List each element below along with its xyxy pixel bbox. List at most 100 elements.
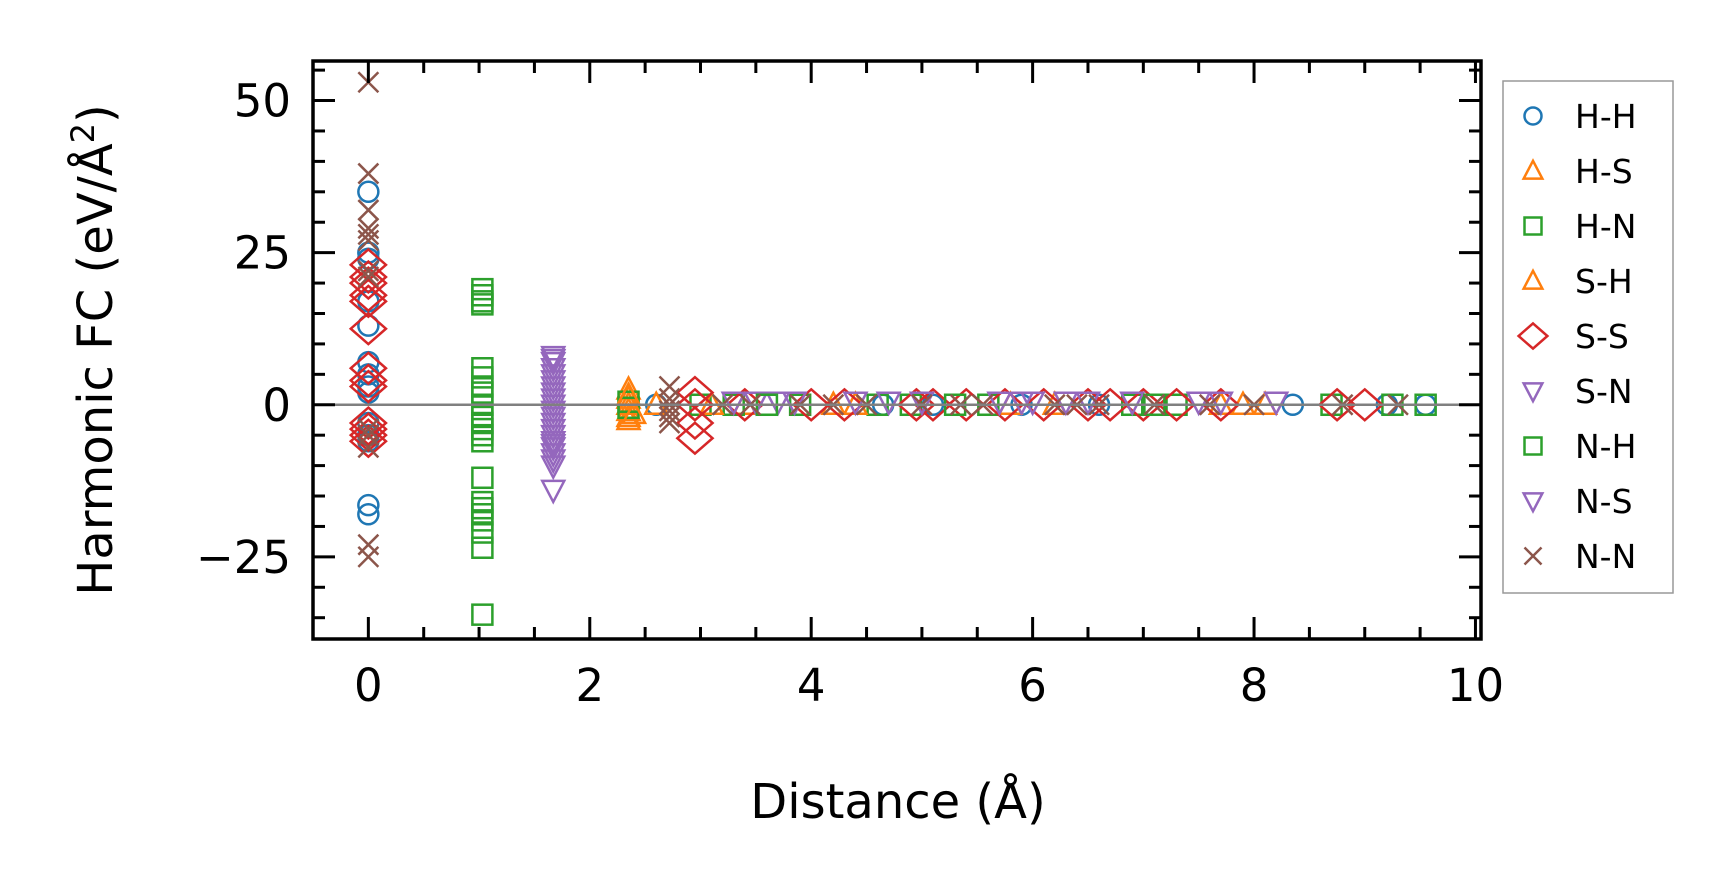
data-point [357, 533, 380, 556]
data-point [540, 431, 567, 456]
data-point [348, 418, 388, 453]
data-point [1119, 391, 1146, 417]
data-point [675, 405, 715, 441]
plot-frame [311, 59, 1483, 641]
data-point [357, 290, 380, 313]
data-point [540, 449, 567, 475]
data-point [540, 394, 567, 420]
y-axis-label-sup: 2 [64, 123, 102, 143]
x-tick-label: 8 [1240, 659, 1269, 712]
data-point [471, 509, 494, 532]
data-point [540, 424, 567, 450]
data-point [540, 358, 567, 383]
legend: H-H H-S H-N S-H S-S S-N N-H N-S N-N [1502, 80, 1674, 594]
legend-marker-icon [1523, 216, 1543, 236]
data-point [357, 162, 380, 185]
tick-labels: 0 2 4 6 8 10 −25 0 25 50 [196, 75, 1504, 712]
data-point [1024, 387, 1064, 422]
data-point [471, 490, 494, 514]
data-point [357, 266, 380, 288]
data-point [540, 412, 567, 438]
series-n-s [540, 348, 1234, 459]
data-point [348, 369, 388, 404]
data-point [540, 406, 567, 432]
series-n-n [357, 71, 1409, 568]
legend-marker-icon [1521, 268, 1545, 290]
data-point [357, 418, 380, 440]
data-point [348, 412, 388, 447]
legend-marker-icon [1521, 158, 1545, 180]
data-point [357, 503, 380, 526]
data-point [1074, 391, 1102, 417]
data-point [540, 382, 567, 408]
series-s-s [348, 247, 1385, 459]
data-point [348, 259, 388, 295]
data-point [471, 430, 494, 453]
data-point [471, 293, 494, 316]
data-point [540, 348, 567, 374]
data-point [675, 421, 715, 456]
data-point [658, 412, 681, 434]
y-tick-label: 25 [234, 227, 291, 280]
data-point [471, 411, 494, 435]
data-point [348, 311, 388, 346]
data-point [1123, 387, 1163, 422]
data-point [986, 391, 1013, 417]
data-point [471, 536, 494, 559]
data-point [348, 363, 388, 398]
series-s-n [540, 345, 1290, 505]
series-h-h [357, 180, 1437, 526]
data-point [1263, 391, 1290, 417]
data-point [471, 366, 494, 389]
legend-item-h-n: H-N [1523, 207, 1636, 246]
data-point [540, 376, 567, 402]
data-point [357, 199, 380, 221]
legend-marker-icon [1516, 321, 1550, 351]
data-point [357, 229, 380, 252]
legend-marker-icon [1521, 382, 1545, 404]
data-point [658, 375, 681, 398]
data-point [540, 345, 567, 371]
legend-marker-icon [1523, 546, 1543, 566]
data-point [540, 351, 567, 377]
data-point [471, 466, 494, 490]
data-point [348, 405, 388, 441]
legend-label: H-H [1575, 97, 1637, 136]
data-point [471, 417, 494, 441]
data-point [615, 396, 642, 422]
legend-item-s-s: S-S [1516, 317, 1629, 356]
data-point [357, 493, 380, 517]
y-axis-label-main: Harmonic FC (eV/Å [67, 143, 124, 596]
data-point [620, 399, 648, 425]
legend-label: H-S [1575, 152, 1633, 191]
data-point [1252, 390, 1279, 416]
data-point [658, 406, 681, 428]
legend-marker-icon [1521, 492, 1545, 514]
data-point [471, 496, 494, 520]
data-point [357, 436, 380, 459]
data-point [357, 545, 380, 568]
x-axis-label: Distance (Å) [750, 773, 1045, 830]
data-point [875, 391, 902, 417]
data-point [540, 418, 567, 444]
data-point [471, 603, 494, 626]
data-point [720, 391, 747, 417]
legend-label: S-H [1575, 262, 1633, 301]
legend-item-s-h: S-H [1521, 262, 1633, 301]
y-axis-label-end: ) [68, 104, 124, 123]
data-point [471, 405, 494, 429]
data-point [357, 260, 380, 282]
data-point [615, 402, 642, 428]
legend-label: N-N [1575, 537, 1636, 576]
legend-marker-icon [1523, 106, 1543, 126]
legend-label: N-H [1575, 427, 1636, 466]
data-point [824, 387, 864, 422]
data-point [348, 284, 388, 319]
legend-item-h-h: H-H [1523, 97, 1637, 136]
data-point [540, 443, 567, 469]
data-point [471, 381, 494, 404]
data-point [540, 388, 567, 414]
data-point [348, 266, 388, 301]
data-point [348, 424, 388, 459]
